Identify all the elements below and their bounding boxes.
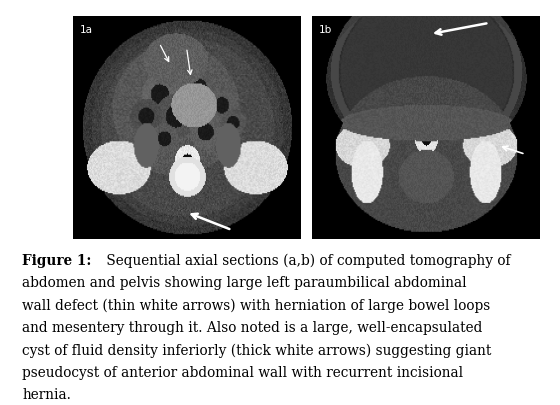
Text: and mesentery through it. Also noted is a large, well-encapsulated: and mesentery through it. Also noted is … [22,321,483,335]
Text: Sequential axial sections (a,b) of computed tomography of: Sequential axial sections (a,b) of compu… [102,254,511,268]
Text: Figure 1:: Figure 1: [22,254,92,268]
Text: abdomen and pelvis showing large left paraumbilical abdominal: abdomen and pelvis showing large left pa… [22,276,467,290]
Text: cyst of fluid density inferiorly (thick white arrows) suggesting giant: cyst of fluid density inferiorly (thick … [22,343,492,358]
Text: pseudocyst of anterior abdominal wall with recurrent incisional: pseudocyst of anterior abdominal wall wi… [22,366,464,380]
Text: 1b: 1b [319,25,332,35]
Text: wall defect (thin white arrows) with herniation of large bowel loops: wall defect (thin white arrows) with her… [22,298,491,313]
Text: hernia.: hernia. [22,388,71,403]
Text: 1a: 1a [80,25,92,35]
